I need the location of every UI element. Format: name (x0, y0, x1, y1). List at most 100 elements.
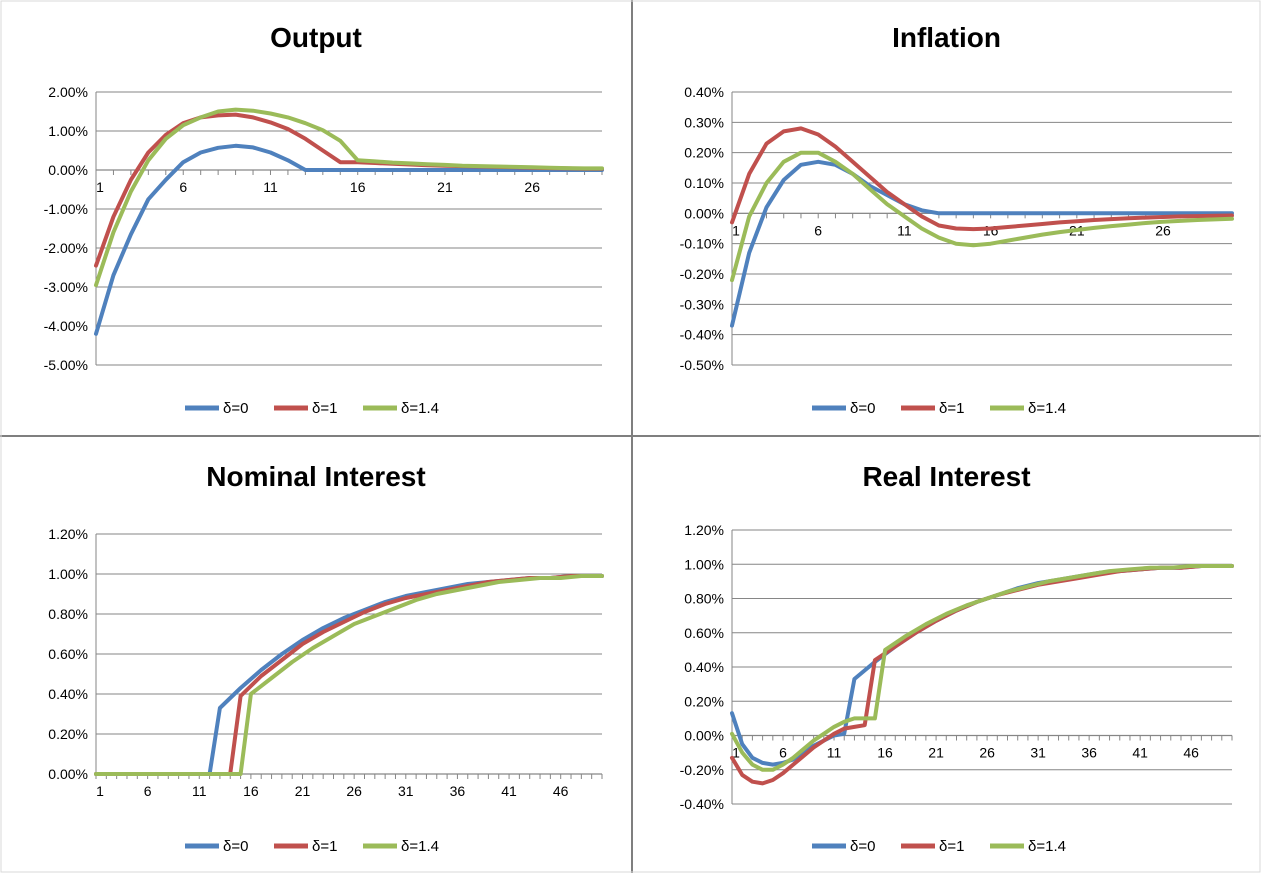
legend-item: δ=1 (901, 400, 964, 417)
y-tick-label: 0.60% (684, 625, 724, 641)
chart-svg: Real Interest 1.20% 1.00% 0.80% 0.60% 0.40% 0.… (680, 461, 1234, 855)
legend-label: δ=1 (312, 400, 337, 417)
x-tick-label: 16 (243, 783, 259, 799)
legend-label: δ=1.4 (1028, 838, 1066, 855)
y-tick-label: -1.00% (44, 201, 88, 217)
output-chart: Output 2.00% 1.00% 0.00% -1.00% -2.00% -3.00% -… (0, 0, 632, 436)
series-line-2 (730, 564, 1234, 772)
legend-label: δ=1 (939, 400, 964, 417)
x-tick-label: 16 (350, 179, 366, 195)
y-tick-label: -0.40% (680, 327, 724, 343)
x-tick-label: 21 (928, 745, 944, 761)
real-interest-chart: Real Interest 1.20% 1.00% 0.80% 0.60% 0.40% 0.… (632, 436, 1261, 873)
x-tick-label: 11 (192, 783, 207, 799)
legend-item: δ=0 (185, 400, 248, 417)
x-tick-label: 41 (501, 783, 517, 799)
y-tick-label: 1.20% (48, 526, 88, 542)
series-line-2 (94, 574, 604, 776)
series-line-0 (94, 143, 604, 336)
legend-label: δ=1 (312, 838, 337, 855)
legend-label: δ=1.4 (401, 838, 439, 855)
legend-item: δ=1.4 (363, 400, 439, 417)
y-tick-label: -4.00% (44, 318, 88, 334)
legend-item: δ=1 (274, 838, 337, 855)
y-tick-label: -0.20% (680, 762, 724, 778)
x-tick-label: 6 (779, 745, 787, 761)
x-tick-label: 11 (827, 745, 842, 761)
chart-svg: Inflation 0.40% 0.30% 0.20% 0.10% 0.00% -0.10%… (680, 22, 1234, 417)
y-tick-label: 1.00% (48, 123, 88, 139)
chart-svg: Nominal Interest 1.20% 1.00% 0.80% 0.60% 0.40… (48, 461, 604, 855)
x-tick-label: 6 (179, 179, 187, 195)
legend-label: δ=0 (850, 838, 875, 855)
chart-title: Real Interest (862, 461, 1030, 492)
x-tick-label: 21 (437, 179, 453, 195)
series-line-0 (730, 564, 1234, 767)
legend-item: δ=0 (185, 838, 248, 855)
x-tick-label: 11 (263, 179, 278, 195)
y-tick-label: 1.00% (48, 566, 88, 582)
y-tick-label: 0.40% (684, 659, 724, 675)
x-tick-label: 6 (144, 783, 152, 799)
y-tick-label: 0.80% (684, 591, 724, 607)
y-tick-label: 0.20% (48, 726, 88, 742)
y-tick-label: 0.20% (684, 693, 724, 709)
x-tick-label: 46 (1183, 745, 1199, 761)
x-tick-label: 26 (1155, 222, 1171, 238)
x-tick-label: 46 (553, 783, 569, 799)
y-tick-label: 1.20% (684, 522, 724, 538)
legend-item: δ=1.4 (990, 838, 1066, 855)
y-tick-label: -0.50% (680, 357, 724, 373)
y-tick-label: 0.10% (684, 175, 724, 191)
series-line-1 (94, 574, 604, 776)
x-tick-label: 31 (1030, 745, 1046, 761)
x-tick-label: 1 (732, 222, 740, 238)
y-tick-label: 2.00% (48, 84, 88, 100)
y-tick-label: 0.20% (684, 145, 724, 161)
legend-label: δ=0 (223, 838, 248, 855)
y-tick-label: 0.40% (48, 686, 88, 702)
inflation-chart: Inflation 0.40% 0.30% 0.20% 0.10% 0.00% -0.10%… (632, 0, 1261, 436)
x-tick-label: 36 (1081, 745, 1097, 761)
chart-title: Inflation (892, 22, 1001, 53)
y-tick-label: -2.00% (44, 240, 88, 256)
x-tick-label: 26 (979, 745, 995, 761)
y-tick-label: -5.00% (44, 357, 88, 373)
x-tick-label: 31 (398, 783, 414, 799)
y-tick-label: -0.30% (680, 296, 724, 312)
x-tick-label: 1 (96, 783, 104, 799)
legend-label: δ=1.4 (401, 400, 439, 417)
y-tick-label: 0.00% (684, 205, 724, 221)
y-tick-label: 0.00% (48, 162, 88, 178)
chart-svg: Output 2.00% 1.00% 0.00% -1.00% -2.00% -3.00% -… (44, 22, 604, 417)
legend-label: δ=0 (223, 400, 248, 417)
y-tick-label: 0.80% (48, 606, 88, 622)
x-tick-label: 26 (524, 179, 540, 195)
nominal-interest-chart: Nominal Interest 1.20% 1.00% 0.80% 0.60% 0.40… (0, 436, 632, 873)
y-tick-label: 0.00% (684, 728, 724, 744)
chart-title: Nominal Interest (206, 461, 425, 492)
x-tick-label: 6 (814, 222, 822, 238)
chart-title: Output (270, 22, 362, 53)
legend-item: δ=1.4 (990, 400, 1066, 417)
y-tick-label: 1.00% (684, 556, 724, 572)
x-tick-label: 41 (1132, 745, 1148, 761)
x-tick-label: 26 (346, 783, 362, 799)
y-tick-label: 0.30% (684, 114, 724, 130)
legend-item: δ=1 (901, 838, 964, 855)
y-tick-label: -3.00% (44, 279, 88, 295)
series-line-2 (94, 107, 604, 288)
y-tick-label: 0.40% (684, 84, 724, 100)
legend-label: δ=0 (850, 400, 875, 417)
x-tick-label: 36 (450, 783, 466, 799)
legend-item: δ=0 (812, 838, 875, 855)
x-tick-label: 16 (877, 745, 893, 761)
y-tick-label: -0.20% (680, 266, 724, 282)
legend-label: δ=1.4 (1028, 400, 1066, 417)
x-tick-label: 1 (96, 179, 104, 195)
x-tick-label: 11 (897, 222, 912, 238)
legend-label: δ=1 (939, 838, 964, 855)
series-line-0 (94, 574, 604, 776)
legend-item: δ=1.4 (363, 838, 439, 855)
